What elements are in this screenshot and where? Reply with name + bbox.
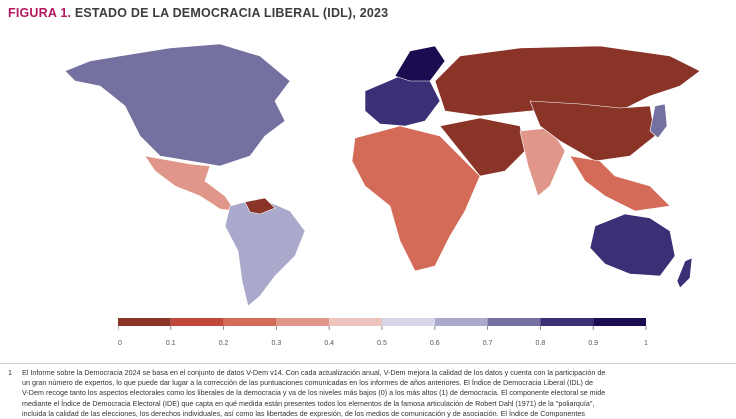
legend-tick-label: 0.9 xyxy=(588,340,598,347)
legend-tick-label: 0.6 xyxy=(430,340,440,347)
figure-number: FIGURA 1. xyxy=(8,6,72,20)
legend-tick-label: 0.5 xyxy=(377,340,387,347)
footnote: 1 El Informe sobre la Democracia 2024 se… xyxy=(8,368,730,419)
legend-swatch xyxy=(487,318,541,326)
region-southeast-asia xyxy=(569,155,671,212)
legend-tick-label: 0.7 xyxy=(483,340,493,347)
legend-swatch xyxy=(276,318,330,326)
legend-swatch xyxy=(434,318,488,326)
region-south-america xyxy=(224,197,306,307)
legend-tick-label: 0.2 xyxy=(219,340,229,347)
divider xyxy=(0,363,736,364)
legend-tick-label: 0.8 xyxy=(536,340,546,347)
region-new-zealand xyxy=(676,257,693,289)
world-map xyxy=(60,26,710,311)
legend-swatch xyxy=(118,318,171,326)
region-china xyxy=(529,100,656,162)
color-legend: 0 0.1 0.2 0.3 0.4 0.5 0.6 0.7 0.8 0.9 1 xyxy=(118,318,648,347)
region-japan xyxy=(649,103,668,139)
legend-swatch xyxy=(540,318,594,326)
legend-tick-label: 0.4 xyxy=(324,340,334,347)
legend-swatch xyxy=(593,318,646,326)
footnote-line: V-Dem recoge tanto los aspectos electora… xyxy=(22,388,606,398)
legend-tick-label: 0.3 xyxy=(272,340,282,347)
region-venezuela xyxy=(244,197,276,215)
region-nordics xyxy=(394,45,446,82)
legend-tick-label: 0 xyxy=(118,340,122,347)
legend-swatch xyxy=(382,318,435,326)
legend-tick-label: 1 xyxy=(644,340,648,347)
region-africa xyxy=(351,125,481,272)
footnote-number: 1 xyxy=(8,368,12,377)
legend-swatch xyxy=(223,318,277,326)
figure-title-text: ESTADO DE LA DEMOCRACIA LIBERAL (IDL), 2… xyxy=(74,6,389,20)
region-north-america xyxy=(64,43,291,167)
footnote-line: mediante el Índice de Democracia Elector… xyxy=(22,398,595,408)
region-middle-east xyxy=(439,117,526,177)
region-australia xyxy=(589,213,676,277)
legend-swatch xyxy=(170,318,224,326)
region-russia xyxy=(434,45,701,117)
legend-tick-label: 0.1 xyxy=(166,340,176,347)
footnote-line: un gran número de expertos, lo que puede… xyxy=(22,378,593,388)
legend-swatch xyxy=(329,318,382,326)
footnote-line: El Informe sobre la Democracia 2024 se b… xyxy=(22,368,606,377)
footnote-line: incluida la calidad de las elecciones, l… xyxy=(22,408,585,418)
figure-title: FIGURA 1. ESTADO DE LA DEMOCRACIA LIBERA… xyxy=(8,6,388,20)
